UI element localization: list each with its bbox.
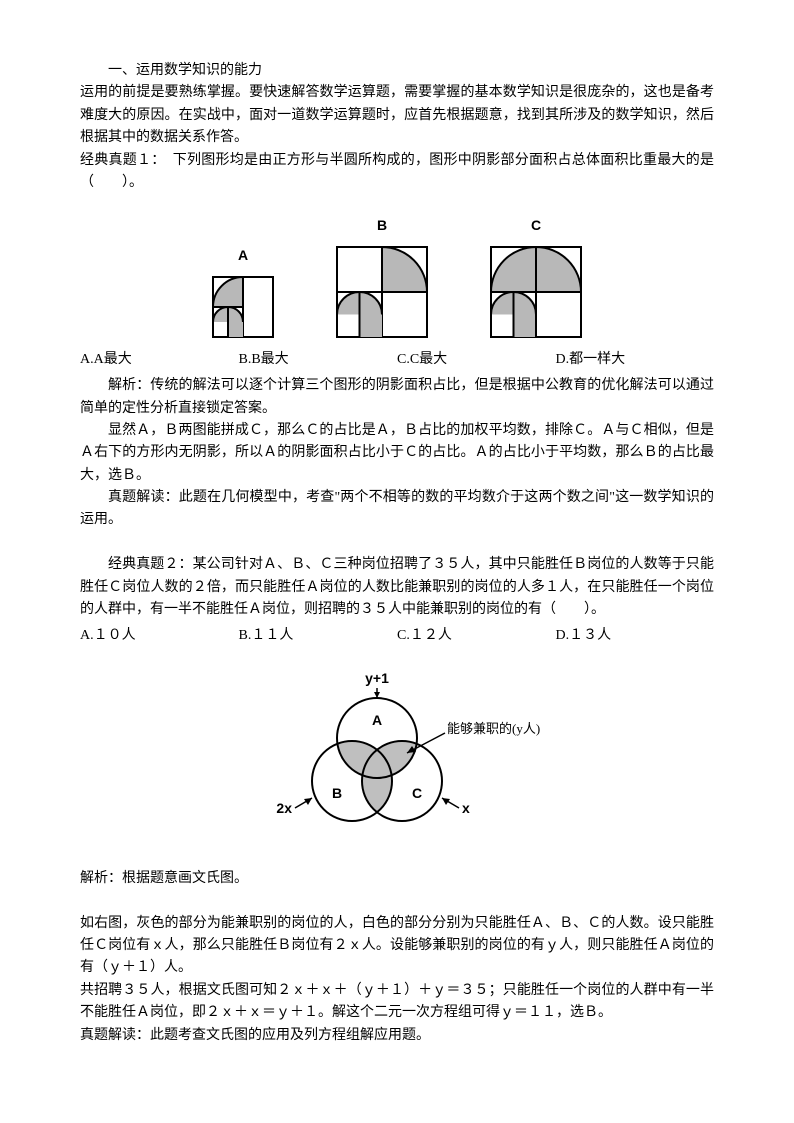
- q2-explain: 真题解读：此题考查文氏图的应用及列方程组解应用题。: [80, 1025, 714, 1047]
- q2-paragraph-1: 如右图，灰色的部分为能兼职别的岗位的人，白色的部分分别为只能胜任Ａ、Ｂ、Ｃ的人数…: [80, 913, 714, 980]
- venn-right-label: x: [462, 800, 470, 816]
- venn-side-label: 能够兼职的(y人): [447, 721, 540, 736]
- figure-a-label: A: [238, 244, 248, 266]
- q1-analysis-1: 解析：传统的解法可以逐个计算三个图形的阴影面积占比，但是根据中公教育的优化解法可…: [80, 375, 714, 420]
- intro-paragraph: 运用的前提是要熟练掌握。要快速解答数学运算题，需要掌握的基本数学知识是很庞杂的，…: [80, 82, 714, 149]
- q2-option-c: C.１２人: [397, 625, 556, 647]
- venn-top-label: y+1: [365, 670, 389, 686]
- q1-option-d: D.都一样大: [556, 349, 715, 371]
- q2-option-b: B.１１人: [239, 625, 398, 647]
- figure-a-svg: [211, 275, 275, 339]
- q2-paragraph-2: 共招聘３５人，根据文氏图可知２ｘ＋ｘ＋（ｙ＋１）＋ｙ＝３５；只能胜任一个岗位的人…: [80, 980, 714, 1025]
- venn-diagram: A B C y+1 2x x 能够兼职的(y人): [80, 663, 714, 853]
- question1-figures: A B C: [80, 214, 714, 338]
- q2-option-a: A.１０人: [80, 625, 239, 647]
- figure-b-svg: [335, 245, 429, 339]
- figure-c-label: C: [531, 214, 541, 236]
- figure-c: C: [489, 214, 583, 338]
- figure-b-label: B: [377, 214, 387, 236]
- q1-option-c: C.C最大: [397, 349, 556, 371]
- section-title: 一、运用数学知识的能力: [80, 60, 714, 82]
- question1-stem: 经典真题１： 下列图形均是由正方形与半圆所构成的，图形中阴影部分面积占总体面积比…: [80, 150, 714, 195]
- q1-explain: 真题解读：此题在几何模型中，考查"两个不相等的数的平均数介于这两个数之间"这一数…: [80, 487, 714, 532]
- venn-svg: A B C y+1 2x x 能够兼职的(y人): [247, 663, 547, 853]
- venn-b-label: B: [332, 785, 342, 801]
- q2-analysis-label: 解析：根据题意画文氏图。: [80, 868, 714, 890]
- venn-c-label: C: [412, 785, 422, 801]
- question2-options: A.１０人 B.１１人 C.１２人 D.１３人: [80, 625, 714, 647]
- figure-a: A: [211, 244, 275, 338]
- question2-stem: 经典真题２：某公司针对Ａ、Ｂ、Ｃ三种岗位招聘了３５人，其中只能胜任Ｂ岗位的人数等…: [80, 554, 714, 621]
- venn-left-label: 2x: [276, 800, 292, 816]
- q1-option-b: B.B最大: [239, 349, 398, 371]
- q2-option-d: D.１３人: [556, 625, 715, 647]
- figure-c-svg: [489, 245, 583, 339]
- figure-b: B: [335, 214, 429, 338]
- venn-a-label: A: [372, 712, 382, 728]
- q1-analysis-2: 显然Ａ，Ｂ两图能拼成Ｃ，那么Ｃ的占比是Ａ，Ｂ占比的加权平均数，排除Ｃ。Ａ与Ｃ相似…: [80, 420, 714, 487]
- q1-option-a: A.A最大: [80, 349, 239, 371]
- question1-options: A.A最大 B.B最大 C.C最大 D.都一样大: [80, 349, 714, 371]
